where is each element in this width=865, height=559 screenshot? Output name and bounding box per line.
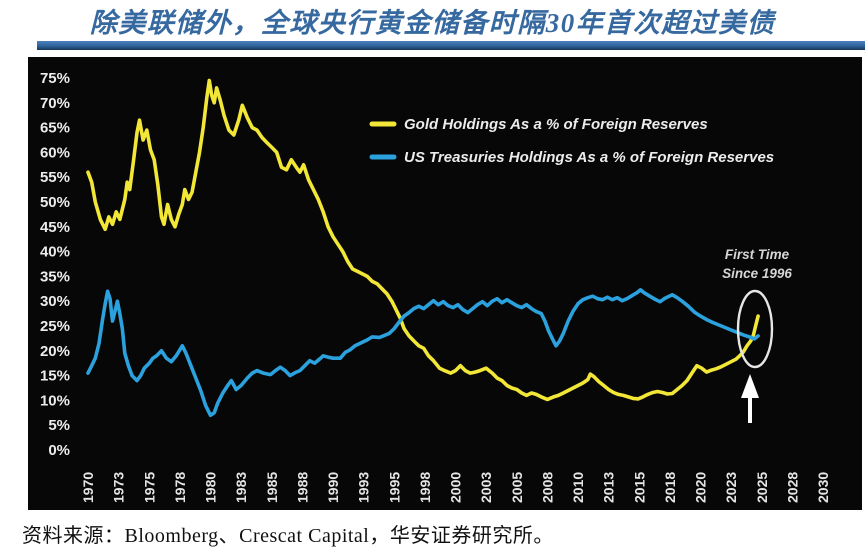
x-tick-label: 1970 (80, 472, 96, 503)
y-tick-label: 55% (40, 169, 70, 186)
x-tick-label: 1988 (294, 472, 310, 503)
page-title: 除美联储外，全球央行黄金储备时隔30年首次超过美债 (89, 8, 776, 38)
annotation: First Time Since 1996 (722, 247, 792, 423)
annotation-line1: First Time (725, 247, 790, 262)
y-tick-label: 5% (48, 417, 70, 434)
legend-label: US Treasuries Holdings As a % of Foreign… (404, 149, 774, 166)
x-tick-label: 2018 (662, 472, 678, 503)
y-tick-label: 75% (40, 70, 70, 87)
x-tick-label: 2023 (723, 472, 739, 503)
x-tick-label: 2000 (448, 472, 464, 503)
x-tick-label: 1983 (233, 472, 249, 503)
y-tick-label: 40% (40, 244, 70, 261)
x-tick-label: 2028 (784, 472, 800, 503)
title-divider (37, 41, 865, 50)
y-tick-label: 15% (40, 368, 70, 385)
gold-line (86, 78, 760, 402)
x-tick-label: 2010 (570, 472, 586, 503)
x-tick-label: 1995 (386, 472, 402, 503)
highlight-ellipse (736, 289, 774, 369)
y-tick-label: 10% (40, 392, 70, 409)
x-axis-labels: 1970 1973 1975 1978 1980 1983 1985 1988 1990 1993… (80, 472, 831, 503)
x-tick-label: 2013 (601, 472, 617, 503)
x-tick-label: 1980 (203, 472, 219, 503)
x-tick-label: 1998 (417, 472, 433, 503)
x-tick-label: 1990 (325, 472, 341, 503)
x-tick-label: 2030 (815, 472, 831, 503)
x-tick-label: 2008 (539, 472, 555, 503)
up-arrow-icon (741, 374, 759, 398)
chart-canvas: 75% 70% 65% 60% 55% 50% 45% 40% 35% 30% 25% 20% 15% 1… (28, 57, 862, 510)
y-tick-label: 20% (40, 343, 70, 360)
x-tick-label: 1973 (111, 472, 127, 503)
treasury-line (86, 288, 760, 418)
y-tick-label: 45% (40, 219, 70, 236)
y-tick-label: 25% (40, 318, 70, 335)
y-axis-labels: 75% 70% 65% 60% 55% 50% 45% 40% 35% 30% 25% 20% 15% 1… (40, 70, 70, 459)
source-note: 资料来源：Bloomberg、Crescat Capital，华安证券研究所。 (22, 525, 554, 547)
annotation-line2: Since 1996 (722, 266, 792, 281)
y-tick-label: 65% (40, 120, 70, 137)
legend-label: Gold Holdings As a % of Foreign Reserves (404, 116, 708, 133)
y-tick-label: 50% (40, 194, 70, 211)
x-tick-label: 1975 (141, 472, 157, 503)
y-tick-label: 0% (48, 442, 70, 459)
chart-svg: 75% 70% 65% 60% 55% 50% 45% 40% 35% 30% 25% 20% 15% 1… (40, 70, 831, 503)
y-tick-label: 30% (40, 293, 70, 310)
x-tick-label: 2003 (478, 472, 494, 503)
x-tick-label: 2020 (693, 472, 709, 503)
x-tick-label: 2025 (754, 472, 770, 503)
y-tick-label: 70% (40, 95, 70, 112)
legend: Gold Holdings As a % of Foreign Reserves… (369, 116, 774, 166)
x-tick-label: 2005 (509, 472, 525, 503)
x-tick-label: 1978 (172, 472, 188, 503)
y-tick-label: 35% (40, 268, 70, 285)
x-tick-label: 1993 (356, 472, 372, 503)
y-tick-label: 60% (40, 144, 70, 161)
x-tick-label: 1985 (264, 472, 280, 503)
x-tick-label: 2015 (631, 472, 647, 503)
